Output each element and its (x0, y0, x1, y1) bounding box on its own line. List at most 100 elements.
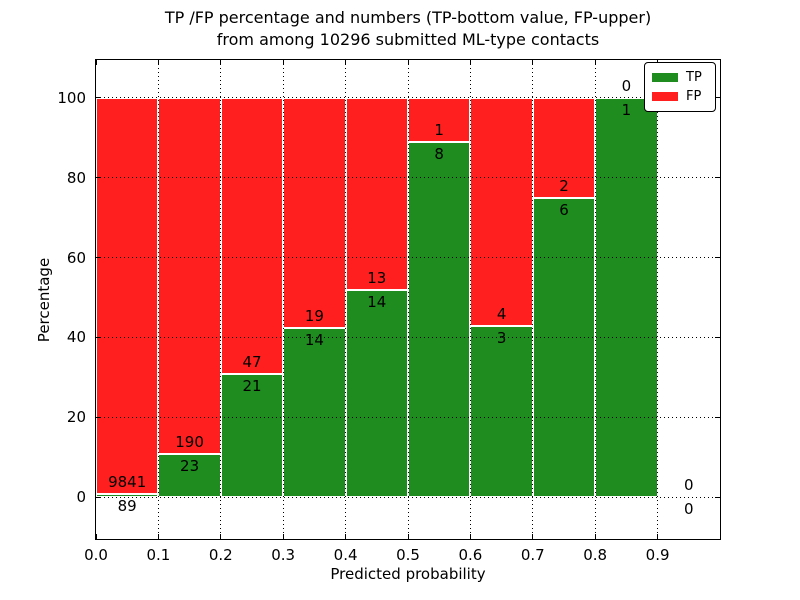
x-tick-bottom (157, 534, 159, 539)
legend-item-tp: TP (652, 68, 708, 87)
tp-count-label: 14 (304, 330, 324, 349)
fp-count-label: 0 (684, 476, 694, 495)
chart-title-line2: from among 10296 submitted ML-type conta… (216, 30, 600, 49)
y-tick-left (96, 97, 101, 99)
x-tick-top (282, 60, 284, 65)
x-tick-label: 0.9 (645, 546, 670, 564)
tp-count-label: 6 (559, 200, 569, 219)
v-gridline (532, 60, 534, 539)
fp-count-label: 190 (175, 433, 204, 451)
x-tick-top (157, 60, 159, 65)
legend-label-tp: TP (686, 70, 702, 85)
bar-tp-segment (345, 290, 408, 498)
fp-count-label: 47 (242, 352, 262, 371)
tp-count-label: 89 (117, 496, 137, 515)
x-tick-label: 0.2 (208, 546, 233, 564)
x-tick-top (594, 60, 596, 65)
x-tick-top (469, 60, 471, 65)
v-gridline (407, 60, 409, 539)
bar-tp-segment (532, 197, 596, 498)
tp-count-label: 8 (434, 145, 444, 164)
y-tick-right (715, 177, 720, 179)
y-tick-right (715, 97, 720, 99)
y-tick-label: 60 (66, 248, 86, 267)
y-tick-label: 40 (66, 328, 86, 347)
tp-count-label: 21 (242, 376, 262, 395)
y-tick-label: 100 (57, 88, 86, 107)
x-tick-bottom (657, 534, 659, 539)
bar-fp-segment (283, 97, 346, 328)
x-tick-bottom (282, 534, 284, 539)
v-gridline (469, 60, 471, 539)
x-tick-bottom (220, 534, 222, 539)
x-tick-bottom (345, 534, 347, 539)
x-tick-top (345, 60, 347, 65)
bar-fp-segment (158, 97, 221, 454)
x-tick-bottom (532, 534, 534, 539)
y-tick-right (715, 496, 720, 498)
x-tick-label: 0.8 (583, 546, 608, 564)
tp-swatch-icon (652, 73, 678, 82)
chart-title-line1: TP /FP percentage and numbers (TP-bottom… (164, 8, 652, 27)
x-tick-label: 0.7 (520, 546, 545, 564)
x-tick-label: 0.3 (271, 546, 296, 564)
y-tick-label: 20 (66, 408, 86, 427)
chart-title: TP /FP percentage and numbers (TP-bottom… (96, 7, 720, 51)
y-tick-right (715, 257, 720, 259)
x-axis-label: Predicted probability (330, 565, 486, 583)
bar-tp-segment (470, 326, 533, 498)
v-gridline (594, 60, 596, 539)
tp-count-label: 14 (367, 293, 387, 312)
bar-fp-segment (532, 97, 596, 198)
bar-tp-segment (283, 327, 346, 498)
fp-count-label: 19 (304, 306, 324, 325)
bar-tp-segment (158, 454, 221, 498)
fp-swatch-icon (652, 92, 678, 101)
x-tick-label: 0.6 (458, 546, 483, 564)
y-tick-right (715, 416, 720, 418)
x-tick-top (407, 60, 409, 65)
tp-count-label: 23 (180, 456, 200, 475)
y-tick-left (96, 496, 101, 498)
fp-count-label: 2 (559, 176, 569, 195)
bar-fp-segment (220, 97, 284, 374)
tp-count-label: 1 (621, 100, 632, 119)
bar-tp-segment (408, 142, 471, 498)
bar-fp-segment (345, 97, 408, 291)
fp-count-label: 0 (621, 76, 632, 95)
legend: TP FP (644, 62, 716, 112)
tp-count-label: 0 (684, 500, 694, 519)
v-gridline (157, 60, 159, 539)
y-tick-left (96, 336, 101, 338)
x-tick-bottom (594, 534, 596, 539)
fp-count-label: 9841 (108, 472, 147, 491)
fp-count-label: 1 (434, 121, 444, 140)
x-tick-top (220, 60, 222, 65)
x-tick-label: 0.4 (333, 546, 358, 564)
v-gridline (657, 60, 659, 539)
y-tick-label: 80 (66, 168, 86, 187)
y-tick-left (96, 416, 101, 418)
tp-count-label: 3 (496, 329, 507, 348)
y-tick-left (96, 177, 101, 179)
y-tick-left (96, 257, 101, 259)
plot-area: 9841 89 190 23 47 21 19 14 13 14 1 8 4 3 2 6 0 1 0 0 (95, 59, 721, 540)
v-gridline (220, 60, 222, 539)
x-tick-top (532, 60, 534, 65)
y-tick-right (715, 336, 720, 338)
fp-count-label: 4 (496, 305, 507, 324)
x-tick-bottom (95, 534, 97, 539)
x-tick-top (95, 60, 97, 65)
v-gridline (282, 60, 284, 539)
bar-fp-segment (96, 97, 159, 494)
x-tick-bottom (469, 534, 471, 539)
x-tick-label: 0.5 (396, 546, 420, 564)
bar-tp-segment (595, 97, 658, 498)
v-gridline (345, 60, 347, 539)
legend-item-fp: FP (652, 87, 708, 106)
x-tick-bottom (407, 534, 409, 539)
bar-fp-segment (470, 97, 533, 327)
bar-fp-segment (408, 97, 471, 143)
x-tick-label: 0.0 (84, 546, 108, 564)
